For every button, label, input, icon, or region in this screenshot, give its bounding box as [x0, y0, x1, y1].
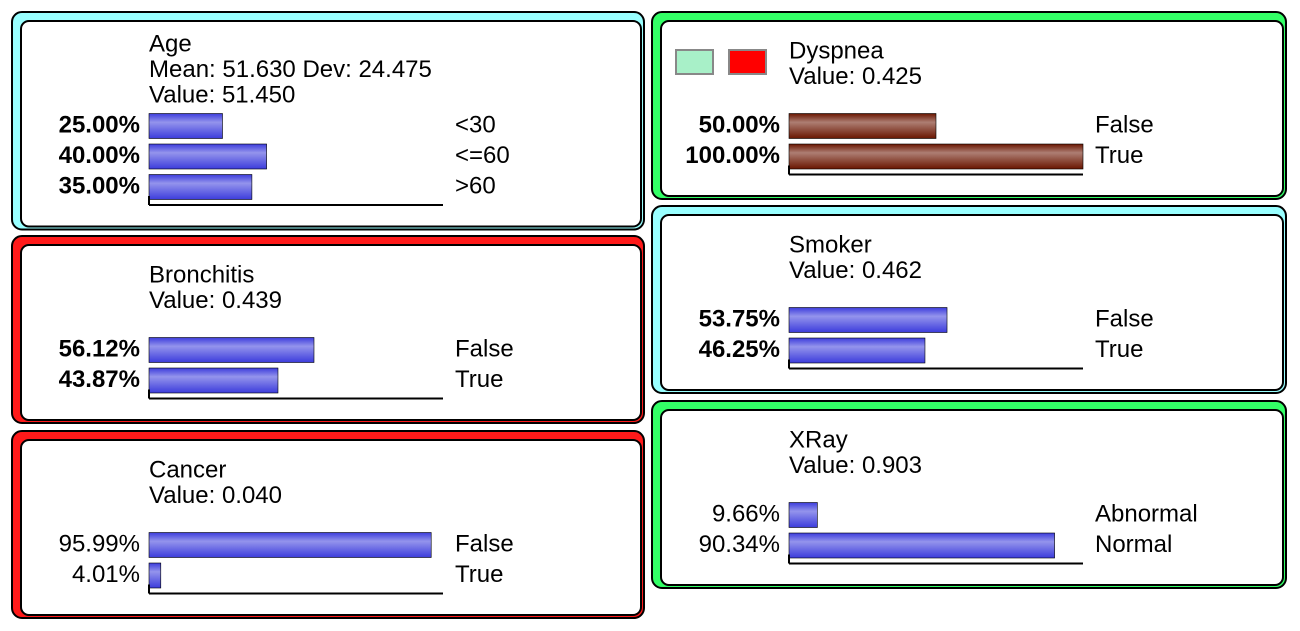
node-title: XRay [789, 426, 848, 453]
node-stat: Value: 0.425 [789, 63, 922, 90]
state-bar [788, 143, 1084, 170]
state-name: True [1095, 336, 1143, 363]
state-name: False [455, 335, 514, 362]
state-name: True [455, 561, 503, 588]
state-percent: 100.00% [685, 142, 780, 169]
state-name: Normal [1095, 531, 1172, 558]
node-panel [660, 214, 1284, 391]
node-title: Cancer [149, 456, 226, 483]
state-percent: 56.12% [59, 335, 140, 362]
state-bar [148, 532, 432, 558]
state-name: <=60 [455, 142, 510, 169]
node-stat: Mean: 51.630 Dev: 24.475 [149, 56, 432, 83]
node-panel [660, 20, 1284, 197]
evidence-button-red[interactable] [728, 49, 767, 75]
node-title: Age [149, 30, 192, 57]
state-bar [788, 113, 937, 139]
node-stat: Value: 51.450 [149, 81, 295, 108]
state-name: True [1095, 142, 1143, 169]
node-panel [20, 439, 642, 616]
state-percent: 40.00% [59, 142, 140, 169]
state-name: >60 [455, 172, 496, 199]
state-bar [148, 113, 223, 139]
state-name: <30 [455, 111, 496, 138]
state-bar [148, 367, 279, 394]
node-stat: Value: 0.040 [149, 482, 282, 509]
evidence-button-green[interactable] [675, 49, 714, 75]
state-name: False [455, 530, 514, 557]
state-bar [148, 562, 162, 589]
state-bar [148, 337, 315, 363]
state-bar [788, 502, 818, 528]
state-percent: 9.66% [712, 500, 780, 527]
node-title: Bronchitis [149, 261, 254, 288]
state-name: False [1095, 111, 1154, 138]
state-bar [788, 532, 1055, 559]
state-bar [788, 337, 926, 364]
state-percent: 53.75% [699, 305, 780, 332]
node-panel [20, 244, 642, 421]
node-panel [660, 409, 1284, 586]
node-stat: Value: 0.903 [789, 452, 922, 479]
node-stat: Value: 0.439 [149, 287, 282, 314]
state-percent: 25.00% [59, 111, 140, 138]
state-name: True [455, 366, 503, 393]
state-percent: 50.00% [699, 111, 780, 138]
node-title: Smoker [789, 231, 872, 258]
state-name: Abnormal [1095, 500, 1198, 527]
state-percent: 90.34% [699, 531, 780, 558]
state-percent: 46.25% [699, 336, 780, 363]
state-percent: 95.99% [59, 530, 140, 557]
state-percent: 35.00% [59, 172, 140, 199]
node-title: Dyspnea [789, 37, 884, 64]
state-bar [148, 143, 267, 170]
state-name: False [1095, 305, 1154, 332]
state-percent: 43.87% [59, 366, 140, 393]
state-bar [148, 174, 253, 200]
state-bar [788, 307, 948, 333]
state-percent: 4.01% [72, 561, 140, 588]
node-stat: Value: 0.462 [789, 257, 922, 284]
